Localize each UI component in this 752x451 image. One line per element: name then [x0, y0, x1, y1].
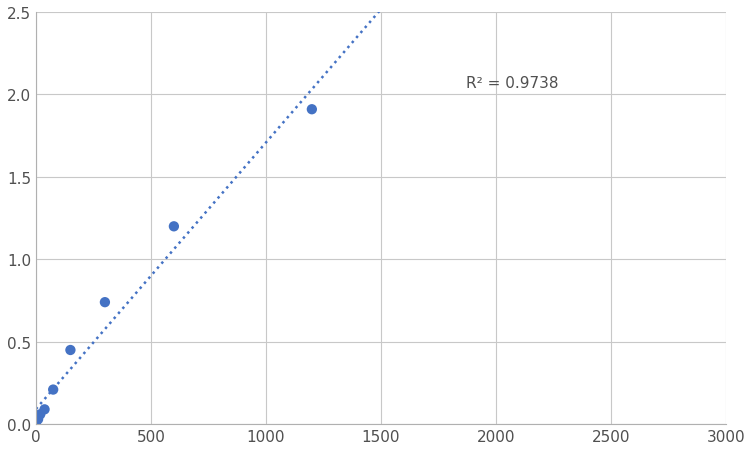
Text: R² = 0.9738: R² = 0.9738 — [466, 76, 559, 91]
Point — [65, 347, 77, 354]
Point — [30, 421, 42, 428]
Point — [99, 299, 111, 306]
Point — [32, 416, 44, 423]
Point — [168, 223, 180, 230]
Point — [306, 106, 318, 114]
Point — [35, 411, 47, 418]
Point — [47, 386, 59, 393]
Point — [38, 406, 50, 413]
